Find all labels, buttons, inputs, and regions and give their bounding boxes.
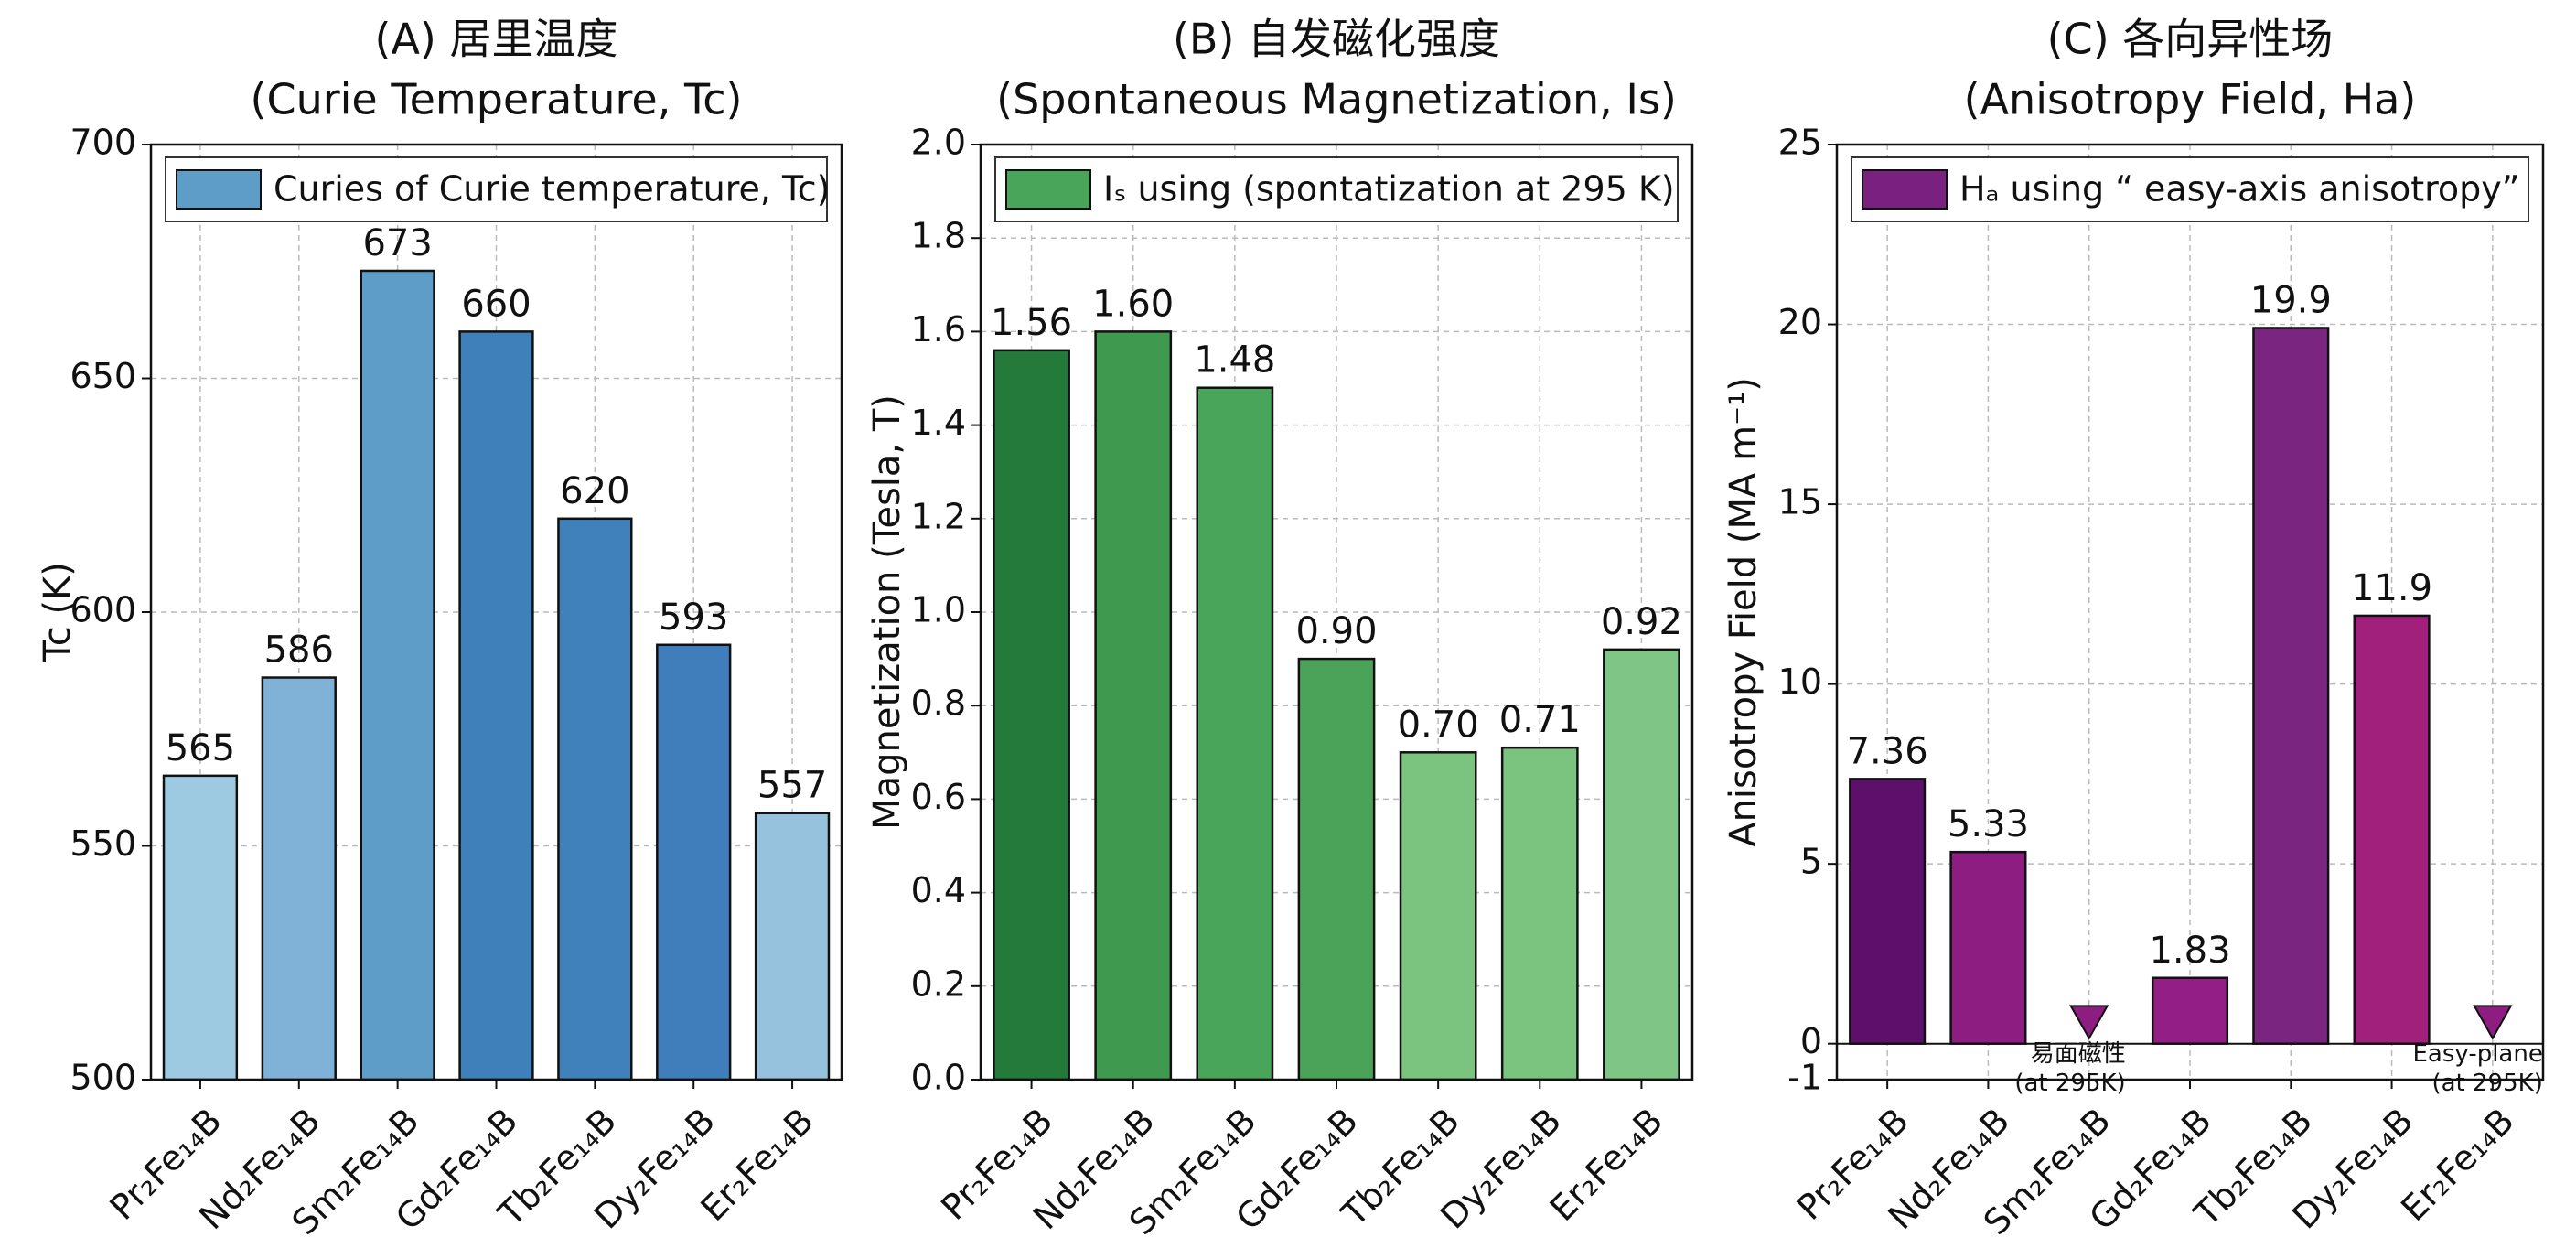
legend-box xyxy=(1851,156,2529,222)
chart-title: (B) 自发磁化强度 xyxy=(1173,15,1500,64)
legend: Hₐ using “ easy-axis anisotropy” xyxy=(1851,156,2529,222)
bar xyxy=(458,330,534,1081)
bar xyxy=(2252,327,2330,1045)
annotation: 易面磁性 xyxy=(2031,1040,2126,1068)
y-tick-label: 0.8 xyxy=(911,683,966,724)
bar xyxy=(1949,850,2027,1045)
value-label: 1.60 xyxy=(1092,283,1174,325)
bar xyxy=(1603,648,1680,1081)
bar xyxy=(656,643,732,1081)
bar xyxy=(1399,751,1477,1081)
y-tick-label: 10 xyxy=(1778,662,1822,702)
y-tick-label: 1.8 xyxy=(911,216,966,256)
plot-frame xyxy=(1835,143,2545,1081)
chart-subtitle: (Curie Temperature, Tc) xyxy=(251,75,743,124)
value-label: 0.71 xyxy=(1499,699,1581,741)
y-tick-label: 650 xyxy=(70,356,136,396)
value-label: 673 xyxy=(362,222,432,264)
legend: Curies of Curie temperature, Tc) xyxy=(165,156,831,222)
y-tick-label: 1.4 xyxy=(911,403,966,443)
value-label: 0.90 xyxy=(1295,610,1377,652)
value-label: 565 xyxy=(166,727,235,769)
value-label: 1.83 xyxy=(2149,930,2230,972)
y-tick-label: 0.0 xyxy=(911,1058,966,1098)
value-label: 0.70 xyxy=(1398,704,1479,746)
y-tick-label: 5 xyxy=(1800,842,1822,882)
legend-swatch xyxy=(1862,169,1948,210)
bar xyxy=(993,349,1070,1081)
value-label: 11.9 xyxy=(2351,567,2432,609)
bar xyxy=(1094,330,1173,1081)
bar xyxy=(1297,657,1376,1081)
y-tick-label: 1.0 xyxy=(911,590,966,630)
legend: Iₛ using (spontatization at 295 K) xyxy=(994,156,1679,222)
bar xyxy=(1500,746,1579,1081)
easy-plane-marker xyxy=(2473,1005,2513,1040)
y-tick-label: 500 xyxy=(70,1058,136,1098)
y-tick-label: 0 xyxy=(1800,1021,1822,1061)
value-label: 1.56 xyxy=(991,302,1072,344)
y-tick-label: 600 xyxy=(70,590,136,630)
bar xyxy=(162,774,239,1081)
y-tick-label: 700 xyxy=(70,123,136,163)
legend-label: Hₐ using “ easy-axis anisotropy” xyxy=(1959,169,2519,210)
legend-box xyxy=(165,156,828,222)
easy-plane-marker xyxy=(2068,1005,2109,1040)
y-axis-label: Anisotropy Field (MA m⁻¹) xyxy=(1723,377,1765,847)
bar xyxy=(557,517,633,1081)
annotation: (at 295K) xyxy=(2014,1070,2125,1097)
chart-title: (A) 居里温度 xyxy=(375,15,618,64)
value-label: 5.33 xyxy=(1948,803,2029,845)
chart-subtitle: (Anisotropy Field, Ha) xyxy=(1964,75,2417,124)
bar xyxy=(2353,614,2431,1045)
chart-subtitle: (Spontaneous Magnetization, Is) xyxy=(996,75,1677,124)
bar xyxy=(754,812,831,1081)
annotation: (at 295K) xyxy=(2431,1070,2542,1097)
bar xyxy=(2151,976,2229,1045)
x-tick-label: Er₂Fe₁₄B xyxy=(2393,1101,2521,1229)
y-tick-label: 15 xyxy=(1778,482,1822,522)
y-axis-label: Magnetization (Tesla, T) xyxy=(866,394,908,830)
value-label: 0.92 xyxy=(1601,601,1682,643)
legend-swatch xyxy=(176,169,262,210)
legend-label: Iₛ using (spontatization at 295 K) xyxy=(1103,169,1675,210)
bar xyxy=(261,676,337,1081)
value-label: 660 xyxy=(461,283,531,325)
y-tick-label: 1.2 xyxy=(911,496,966,536)
annotation: Easy-plane xyxy=(2412,1040,2542,1068)
chart-title: (C) 各向异性场 xyxy=(2047,15,2334,64)
legend-swatch xyxy=(1005,169,1091,210)
y-tick-label: -1 xyxy=(1787,1058,1822,1098)
y-tick-label: 20 xyxy=(1778,302,1822,342)
legend-box xyxy=(994,156,1679,222)
value-label: 19.9 xyxy=(2250,279,2332,321)
value-label: 557 xyxy=(757,765,827,807)
value-label: 593 xyxy=(659,597,728,639)
value-label: 620 xyxy=(560,470,629,512)
value-label: 1.48 xyxy=(1194,339,1275,382)
plot-frame xyxy=(149,143,843,1081)
y-tick-label: 2.0 xyxy=(911,123,966,163)
value-label: 586 xyxy=(264,629,334,672)
bar xyxy=(1849,778,1927,1045)
y-tick-label: 0.2 xyxy=(911,963,966,1004)
legend-label: Curies of Curie temperature, Tc) xyxy=(274,169,831,210)
y-tick-label: 25 xyxy=(1778,123,1822,163)
x-tick-label: Er₂Fe₁₄B xyxy=(1542,1101,1670,1229)
plot-frame xyxy=(979,143,1694,1081)
y-axis-label: Tc (K) xyxy=(37,562,79,663)
bar xyxy=(1196,386,1274,1081)
y-tick-label: 1.6 xyxy=(911,309,966,350)
y-tick-label: 0.4 xyxy=(911,870,966,910)
bar xyxy=(360,269,435,1081)
value-label: 7.36 xyxy=(1847,730,1928,772)
y-tick-label: 550 xyxy=(70,823,136,864)
y-tick-label: 0.6 xyxy=(911,777,966,817)
